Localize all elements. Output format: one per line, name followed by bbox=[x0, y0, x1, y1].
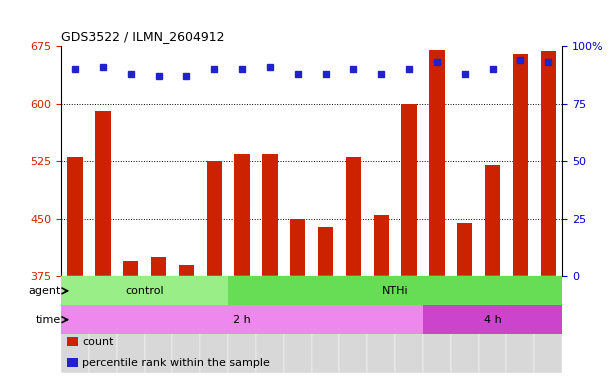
Text: NTHi: NTHi bbox=[382, 286, 408, 296]
Bar bbox=[485, 165, 500, 384]
Bar bbox=[262, 154, 277, 384]
Bar bbox=[207, 161, 222, 384]
Bar bbox=[200, 276, 228, 373]
Bar bbox=[507, 276, 534, 373]
Text: control: control bbox=[125, 286, 164, 296]
Text: percentile rank within the sample: percentile rank within the sample bbox=[82, 358, 270, 368]
Bar bbox=[89, 276, 117, 373]
Bar bbox=[67, 157, 82, 384]
Bar bbox=[423, 305, 562, 334]
Text: count: count bbox=[82, 337, 114, 347]
Bar bbox=[312, 276, 340, 373]
Bar bbox=[145, 276, 172, 373]
Bar bbox=[151, 257, 166, 384]
Bar bbox=[178, 265, 194, 384]
Bar bbox=[61, 276, 89, 373]
Bar bbox=[373, 215, 389, 384]
Bar bbox=[318, 227, 333, 384]
Bar bbox=[228, 276, 256, 373]
Bar bbox=[172, 276, 200, 373]
Bar bbox=[513, 54, 528, 384]
Bar bbox=[367, 276, 395, 373]
Bar bbox=[61, 276, 228, 305]
Bar bbox=[346, 157, 361, 384]
Text: 4 h: 4 h bbox=[484, 314, 502, 325]
Bar bbox=[478, 276, 507, 373]
Bar bbox=[395, 276, 423, 373]
Text: time: time bbox=[36, 314, 61, 325]
Bar bbox=[123, 261, 138, 384]
Bar bbox=[423, 276, 451, 373]
Bar bbox=[457, 223, 472, 384]
Bar bbox=[340, 276, 367, 373]
Bar bbox=[228, 276, 562, 305]
Bar bbox=[95, 111, 111, 384]
Bar bbox=[117, 276, 145, 373]
Bar bbox=[534, 276, 562, 373]
Text: agent: agent bbox=[29, 286, 61, 296]
Bar bbox=[429, 50, 445, 384]
Bar bbox=[256, 276, 284, 373]
Bar bbox=[451, 276, 478, 373]
Bar bbox=[541, 51, 556, 384]
Bar bbox=[61, 305, 423, 334]
Bar bbox=[235, 154, 250, 384]
Text: GDS3522 / ILMN_2604912: GDS3522 / ILMN_2604912 bbox=[61, 30, 225, 43]
Bar bbox=[401, 104, 417, 384]
Bar bbox=[290, 219, 306, 384]
Text: 2 h: 2 h bbox=[233, 314, 251, 325]
Bar bbox=[284, 276, 312, 373]
